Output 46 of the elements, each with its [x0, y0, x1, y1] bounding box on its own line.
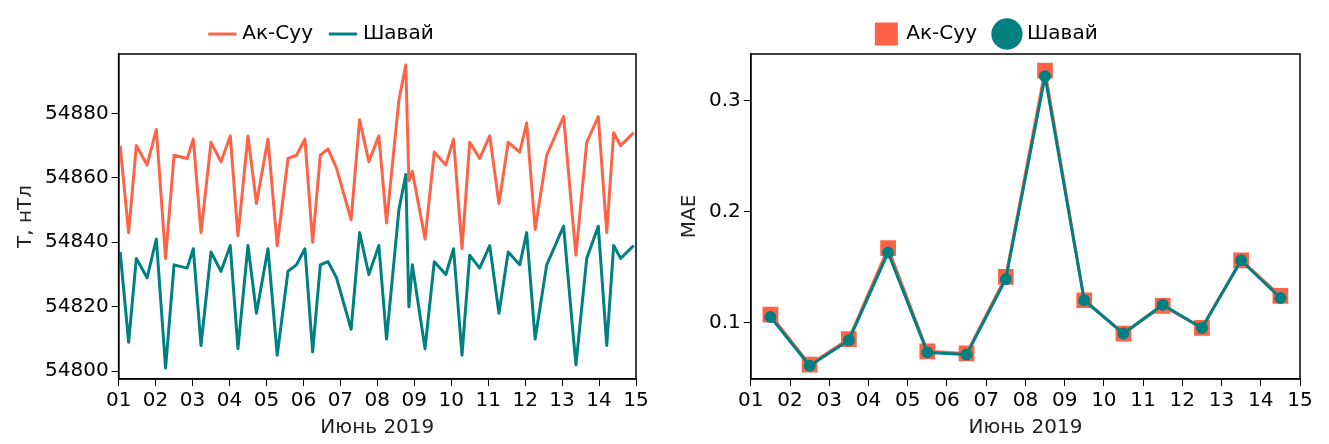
- x-tick-label: 13: [549, 387, 575, 412]
- x-tick-label: 05: [253, 387, 280, 412]
- x-tick-label: 01: [738, 387, 764, 412]
- x-tick-label: 12: [512, 387, 538, 412]
- x-tick-label: 08: [1012, 387, 1039, 412]
- x-tick-label: 01: [105, 387, 132, 412]
- x-tick-label: 07: [973, 387, 999, 412]
- legend-label: Шавай: [1026, 20, 1098, 45]
- x-tick-label: 15: [623, 387, 649, 412]
- x-tick-label: 15: [1287, 387, 1313, 412]
- y-tick-label: 54840: [45, 228, 109, 253]
- x-tick-label: 08: [364, 387, 391, 412]
- x-tick-label: 06: [290, 387, 317, 412]
- x-tick-label: 14: [586, 387, 612, 412]
- legend-label: Ак-Суу: [906, 20, 978, 45]
- x-tick-label: 11: [475, 387, 501, 412]
- y-tick-label: 54860: [45, 164, 109, 189]
- x-tick-label: 07: [327, 387, 354, 412]
- x-tick-label: 10: [1091, 387, 1117, 412]
- y-axis-title: T, нТл: [12, 184, 37, 250]
- y-tick-label: 54800: [45, 357, 109, 382]
- x-tick-label: 09: [1051, 387, 1078, 412]
- legend-label: Ак-Суу: [242, 20, 314, 45]
- x-tick-label: 03: [179, 387, 206, 412]
- x-tick-label: 02: [142, 387, 169, 412]
- x-tick-label: 02: [777, 387, 803, 412]
- x-axis-title: Июнь 2019: [968, 414, 1083, 439]
- x-tick-label: 11: [1130, 387, 1156, 412]
- x-tick-label: 04: [855, 387, 882, 412]
- y-tick-label: 54880: [45, 99, 109, 124]
- x-tick-label: 13: [1208, 387, 1235, 412]
- y-tick-label: 0.2: [708, 197, 741, 222]
- x-tick-label: 09: [401, 387, 427, 412]
- y-tick-label: 54820: [45, 292, 109, 317]
- x-tick-label: 10: [438, 387, 464, 412]
- x-axis-title: Июнь 2019: [320, 414, 435, 439]
- x-tick-label: 12: [1169, 387, 1196, 412]
- x-tick-label: 06: [934, 387, 960, 412]
- y-axis-title: MAE: [676, 194, 701, 239]
- y-tick-label: 0.3: [708, 86, 741, 111]
- legend-label: Шавай: [362, 20, 434, 45]
- x-tick-label: 03: [816, 387, 842, 412]
- y-tick-label: 0.1: [708, 308, 741, 333]
- x-tick-label: 04: [216, 387, 243, 412]
- x-tick-label: 05: [894, 387, 921, 412]
- x-tick-label: 14: [1248, 387, 1274, 412]
